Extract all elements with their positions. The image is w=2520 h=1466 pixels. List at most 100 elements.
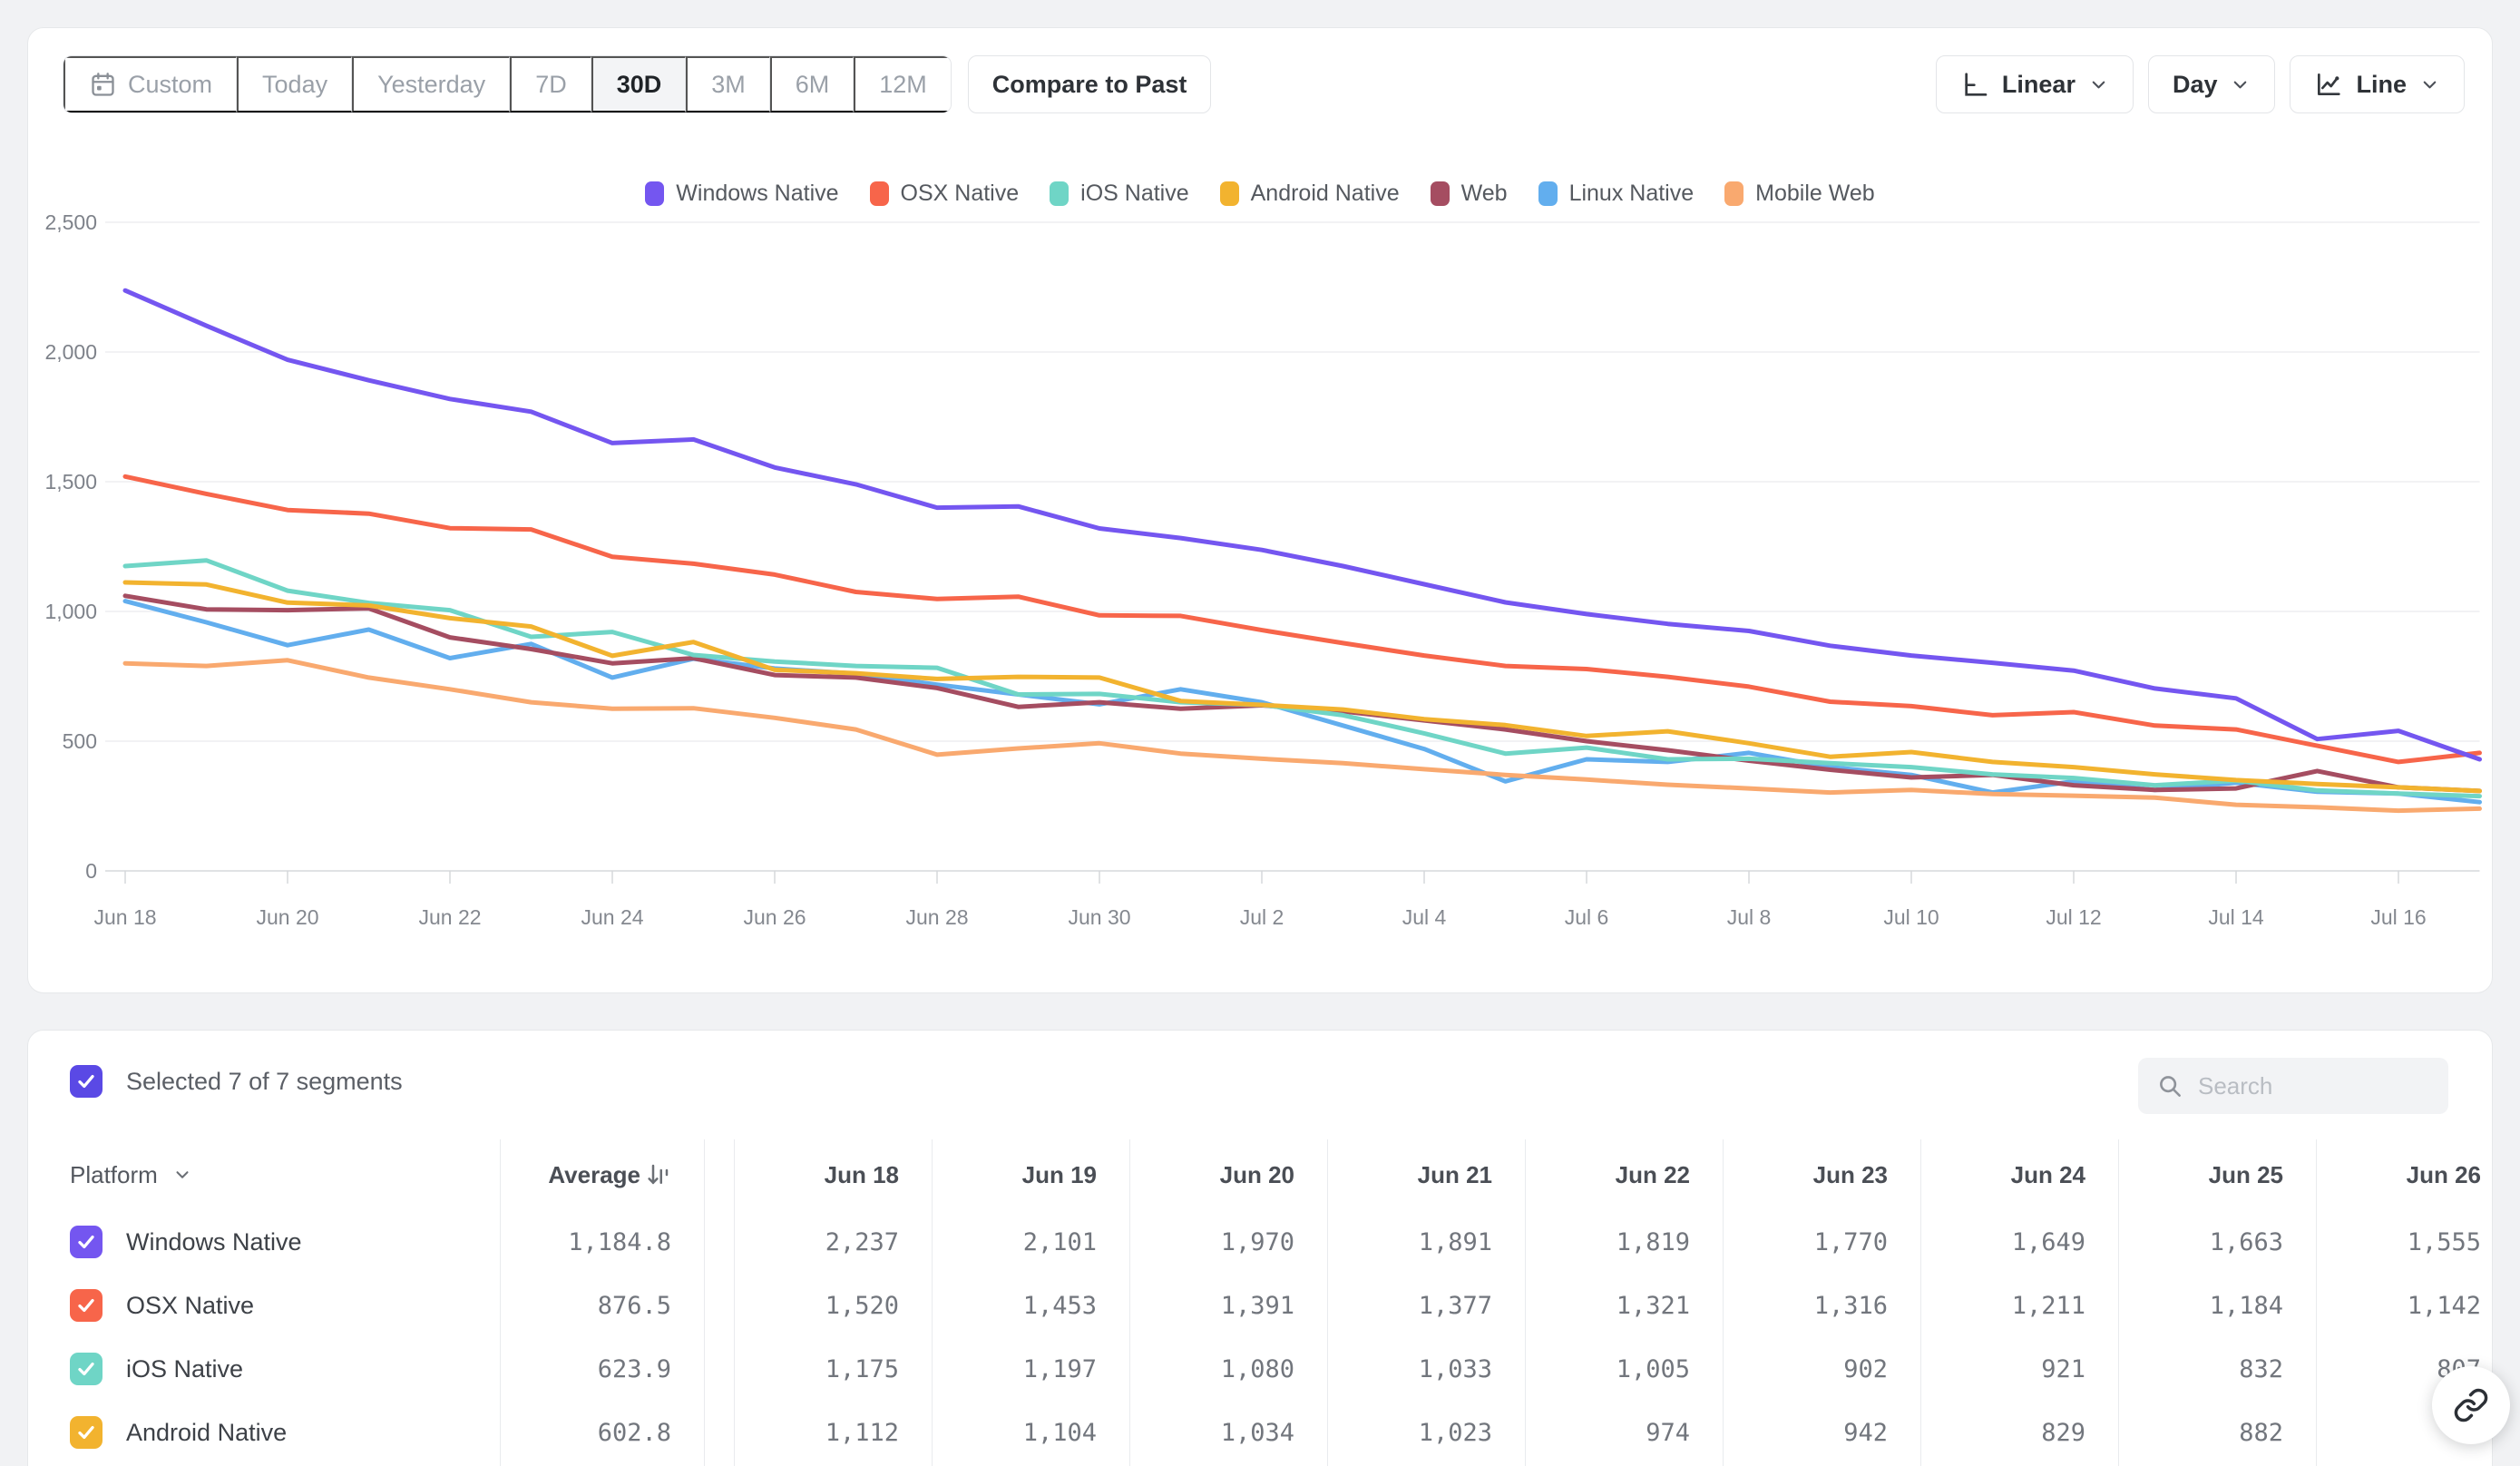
svg-text:Jun 20: Jun 20 [256, 905, 318, 929]
range-button-label: 7D [535, 70, 567, 98]
column-header-label: Jun 22 [1615, 1160, 1690, 1188]
table-filler [1921, 1464, 2119, 1466]
range-button-12m[interactable]: 12M [854, 56, 951, 112]
range-button-3m[interactable]: 3M [686, 56, 770, 112]
table-cell: 1,080 [1130, 1337, 1328, 1401]
legend-label: iOS Native [1080, 181, 1189, 206]
legend-label: Linux Native [1568, 181, 1695, 206]
table-cell: 1,819 [1526, 1210, 1724, 1274]
column-header-jun-24: Jun 24 [1921, 1139, 2119, 1210]
column-header-jun-20: Jun 20 [1130, 1139, 1328, 1210]
search-box[interactable] [2138, 1058, 2448, 1114]
chart-type-label: Line [2356, 70, 2407, 98]
column-header-platform[interactable]: Platform [28, 1139, 500, 1210]
share-link-button[interactable] [2432, 1366, 2510, 1444]
platform-checkbox[interactable] [70, 1226, 103, 1258]
table-filler [1724, 1464, 1921, 1466]
compare-to-past-button[interactable]: Compare to Past [967, 55, 1212, 113]
legend-item-linux-native[interactable]: Linux Native [1538, 181, 1695, 207]
legend-swatch [1219, 181, 1239, 206]
legend-item-windows-native[interactable]: Windows Native [645, 181, 839, 207]
chart-options-toolbar: Linear Day Line [1935, 55, 2465, 113]
svg-text:Jul 12: Jul 12 [2046, 905, 2101, 929]
line-chart-icon [2314, 70, 2343, 99]
range-button-label: 30D [616, 70, 662, 98]
platform-checkbox[interactable] [70, 1353, 103, 1385]
column-header-jun-26: Jun 26 [2317, 1139, 2492, 1210]
table-cell: 1,520 [735, 1274, 933, 1337]
svg-text:Jun 26: Jun 26 [743, 905, 806, 929]
range-button-7d[interactable]: 7D [510, 56, 591, 112]
column-header-label: Jun 25 [2208, 1160, 2283, 1188]
table-cell: 1,023 [1328, 1401, 1526, 1464]
table-row-platform-android-native: Android Native [28, 1401, 500, 1464]
table-cell: 974 [1526, 1401, 1724, 1464]
platform-checkbox[interactable] [70, 1416, 103, 1449]
legend-swatch [869, 181, 889, 206]
svg-text:0: 0 [85, 859, 97, 883]
legend-item-mobile-web[interactable]: Mobile Web [1724, 181, 1875, 207]
table-cell: 1,391 [1130, 1274, 1328, 1337]
frozen-column-divider [704, 1464, 735, 1466]
table-cell: 2,101 [933, 1210, 1130, 1274]
table-cell: 1,104 [933, 1401, 1130, 1464]
legend-item-osx-native[interactable]: OSX Native [869, 181, 1019, 207]
search-icon [2156, 1072, 2183, 1100]
column-header-label: Jun 26 [2406, 1160, 2481, 1188]
table-row-platform-windows-native: Windows Native [28, 1210, 500, 1274]
table-cell: 1,034 [1130, 1401, 1328, 1464]
table-cell: 1,316 [1724, 1274, 1921, 1337]
svg-text:2,500: 2,500 [44, 210, 97, 234]
table-cell: 1,970 [1130, 1210, 1328, 1274]
legend-item-android-native[interactable]: Android Native [1219, 181, 1400, 207]
table-filler [1526, 1464, 1724, 1466]
column-header-jun-22: Jun 22 [1526, 1139, 1724, 1210]
linear-axis-icon [1960, 70, 1989, 99]
table-cell: 1,142 [2317, 1274, 2492, 1337]
chevron-down-icon [2419, 74, 2440, 95]
granularity-dropdown[interactable]: Day [2147, 55, 2276, 113]
platform-label: iOS Native [126, 1354, 244, 1383]
search-input[interactable] [2196, 1070, 2430, 1101]
column-header-label: Jun 23 [1812, 1160, 1888, 1188]
svg-text:Jun 28: Jun 28 [905, 905, 968, 929]
column-header-average[interactable]: Average [500, 1139, 704, 1210]
table-filler [1328, 1464, 1526, 1466]
table-cell: 1,770 [1724, 1210, 1921, 1274]
column-header-label: Average [548, 1160, 640, 1188]
calendar-icon [89, 71, 117, 99]
granularity-label: Day [2172, 70, 2218, 98]
platform-checkbox[interactable] [70, 1289, 103, 1322]
column-header-label: Jun 21 [1417, 1160, 1492, 1188]
platform-label: Windows Native [126, 1227, 302, 1256]
frozen-column-divider [704, 1401, 735, 1464]
line-chart: 0 500 1,000 1,500 2,000 2,500 Jun 18 Jun 20 Jun … [28, 28, 2492, 967]
table-cell: 1,377 [1328, 1274, 1526, 1337]
range-button-today[interactable]: Today [237, 56, 353, 112]
chart-type-dropdown[interactable]: Line [2290, 55, 2465, 113]
legend-label: Mobile Web [1755, 181, 1875, 206]
segments-selected-bar: Selected 7 of 7 segments [70, 1065, 403, 1098]
range-button-yesterday[interactable]: Yesterday [352, 56, 511, 112]
column-header-jun-23: Jun 23 [1724, 1139, 1921, 1210]
table-cell: 921 [1921, 1337, 2119, 1401]
range-button-6m[interactable]: 6M [769, 56, 855, 112]
table-cell: 602.8 [500, 1401, 704, 1464]
select-all-checkbox[interactable] [70, 1065, 103, 1098]
scale-dropdown[interactable]: Linear [1935, 55, 2134, 113]
sort-descending-icon [644, 1161, 671, 1188]
table-cell: 1,649 [1921, 1210, 2119, 1274]
legend-item-web[interactable]: Web [1430, 181, 1508, 207]
table-cell: 829 [1921, 1401, 2119, 1464]
table-filler [933, 1464, 1130, 1466]
table-cell: 2,237 [735, 1210, 933, 1274]
range-button-custom[interactable]: Custom [63, 56, 238, 112]
range-button-label: Today [262, 70, 328, 98]
range-button-30d[interactable]: 30D [591, 56, 687, 112]
table-cell: 1,184 [2119, 1274, 2317, 1337]
svg-text:Jul 6: Jul 6 [1565, 905, 1609, 929]
column-header-label: Jun 24 [2010, 1160, 2085, 1188]
legend-label: Android Native [1250, 181, 1400, 206]
platform-label: OSX Native [126, 1291, 255, 1319]
legend-item-ios-native[interactable]: iOS Native [1050, 181, 1189, 207]
